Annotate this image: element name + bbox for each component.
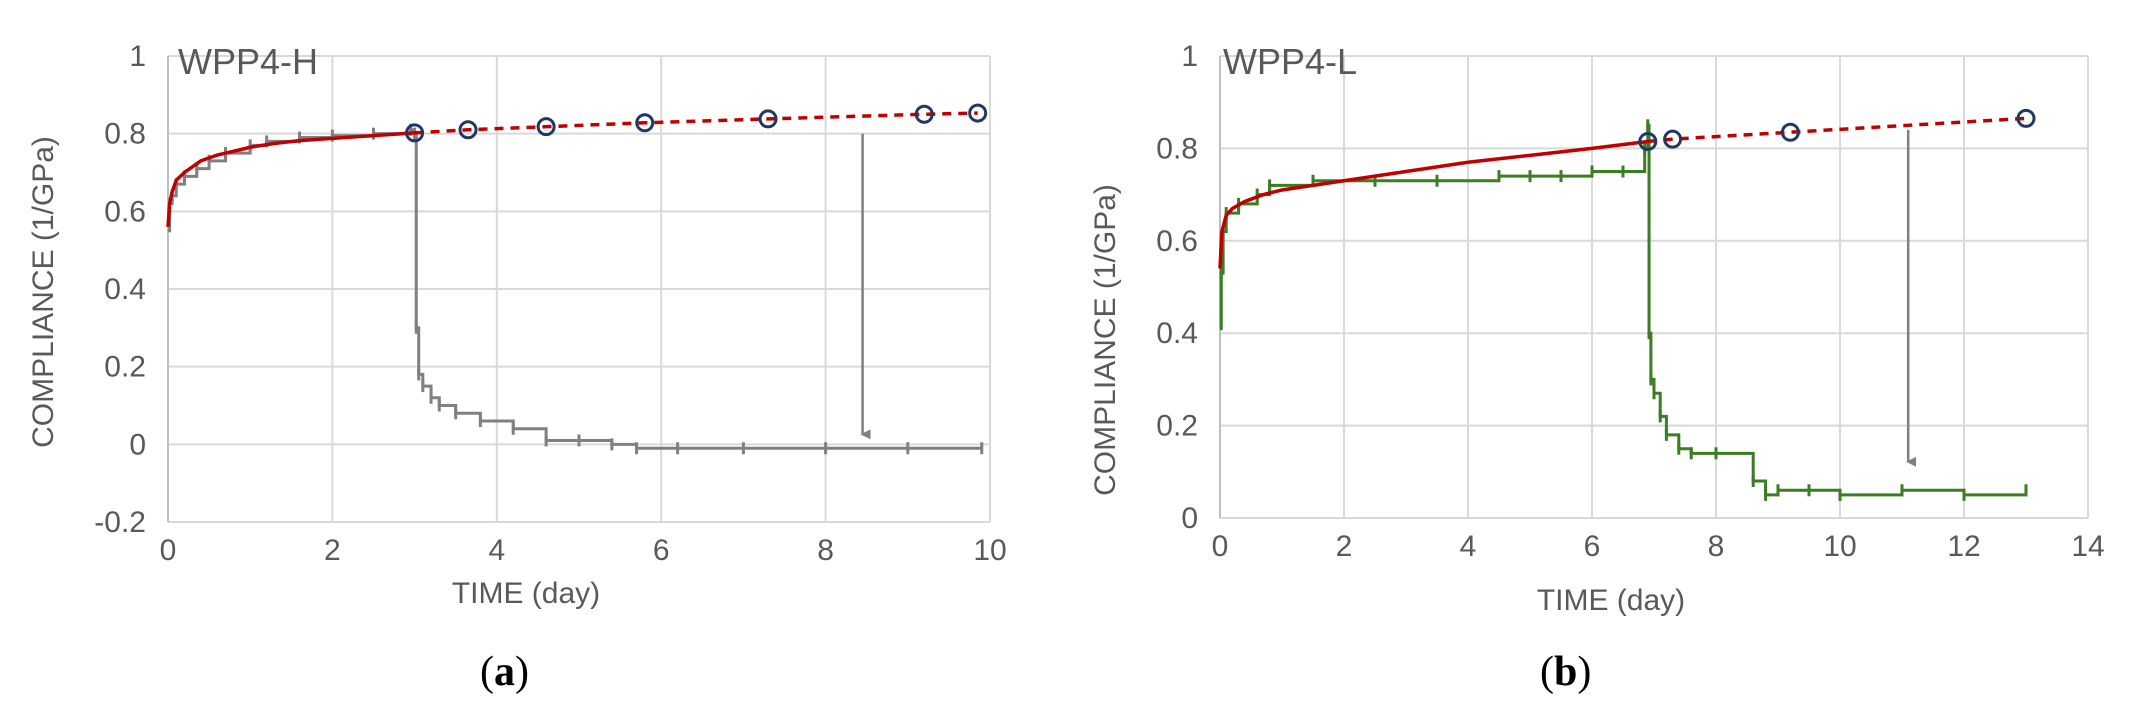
y-tick-label: 1 — [1181, 40, 1198, 73]
y-tick-label: 0.2 — [104, 351, 146, 384]
y-tick-label: 0.8 — [104, 118, 146, 151]
caption-letter-b: b — [1554, 649, 1577, 695]
x-tick-label: 6 — [653, 534, 670, 567]
grid-a — [167, 55, 991, 523]
fit-curve-dashed — [1647, 116, 2027, 144]
x-tick-label: 8 — [1708, 530, 1725, 563]
caption-a: (a) — [480, 649, 529, 695]
data-point-marker — [1780, 122, 1800, 142]
y-tick-label: -0.2 — [94, 506, 146, 539]
x-axis-label-a: TIME (day) — [452, 577, 600, 610]
x-tick-label: 0 — [1212, 530, 1229, 563]
data-point-marker — [458, 120, 478, 140]
y-tick-label: 0.8 — [1156, 132, 1198, 165]
grid-b — [1219, 55, 2089, 519]
fit-curve-solid — [166, 131, 415, 227]
caption-b: (b) — [1540, 649, 1591, 695]
data-point-marker — [1638, 131, 1658, 151]
x-tick-label: 6 — [1584, 530, 1601, 563]
x-tick-label: 4 — [488, 534, 505, 567]
x-tick-label: 4 — [1460, 530, 1477, 563]
series-layer-a — [166, 103, 988, 455]
data-point-marker — [1663, 129, 1683, 149]
y-tick-label: 0 — [1181, 502, 1198, 535]
series-layer-b — [1218, 108, 2036, 501]
chart-title-b: WPP4-L — [1223, 41, 1357, 82]
y-tick-label: 0.4 — [104, 273, 146, 306]
chart-panel-a: 0 2 4 6 8 10 1 0.8 0.6 0.4 0.2 0 -0.2 WPP4-H TIME (d… — [27, 40, 1007, 695]
chart-panel-b: 0 2 4 6 8 10 12 14 1 0.8 0.6 0.4 0.2 0 WPP4-L TIME (d… — [1089, 40, 2105, 695]
data-point-marker — [968, 103, 988, 123]
x-tick-label: 12 — [1947, 530, 1980, 563]
x-tick-label: 2 — [1336, 530, 1353, 563]
x-tick-label: 0 — [160, 534, 177, 567]
y-axis-label-a: COMPLIANCE (1/GPa) — [27, 136, 60, 448]
caption-letter-a: a — [494, 649, 515, 695]
data-point-marker — [536, 117, 556, 137]
fit-curve-dashed — [414, 111, 978, 135]
ticks-a: 0 2 4 6 8 10 1 0.8 0.6 0.4 0.2 0 -0.2 — [94, 40, 1006, 567]
data-point-marker — [914, 104, 934, 124]
y-tick-label: 0 — [129, 428, 146, 461]
x-tick-label: 10 — [973, 534, 1006, 567]
y-tick-label: 0.4 — [1156, 317, 1198, 350]
y-tick-label: 0.6 — [1156, 225, 1198, 258]
ticks-b: 0 2 4 6 8 10 12 14 1 0.8 0.6 0.4 0.2 0 — [1156, 40, 2104, 563]
x-tick-label: 10 — [1823, 530, 1856, 563]
data-point-marker — [635, 113, 655, 133]
data-point-marker — [758, 109, 778, 129]
y-tick-label: 1 — [129, 40, 146, 73]
fit-curve-solid — [1218, 139, 1649, 269]
y-tick-label: 0.2 — [1156, 410, 1198, 443]
y-tick-label: 0.6 — [104, 195, 146, 228]
x-tick-label: 8 — [817, 534, 834, 567]
data-point-marker — [405, 123, 425, 143]
chart-title-a: WPP4-H — [178, 41, 318, 82]
x-tick-label: 2 — [324, 534, 341, 567]
x-tick-label: 14 — [2071, 530, 2104, 563]
y-axis-label-b: COMPLIANCE (1/GPa) — [1089, 184, 1122, 496]
data-point-marker — [2016, 108, 2036, 128]
x-axis-label-b: TIME (day) — [1537, 584, 1685, 617]
